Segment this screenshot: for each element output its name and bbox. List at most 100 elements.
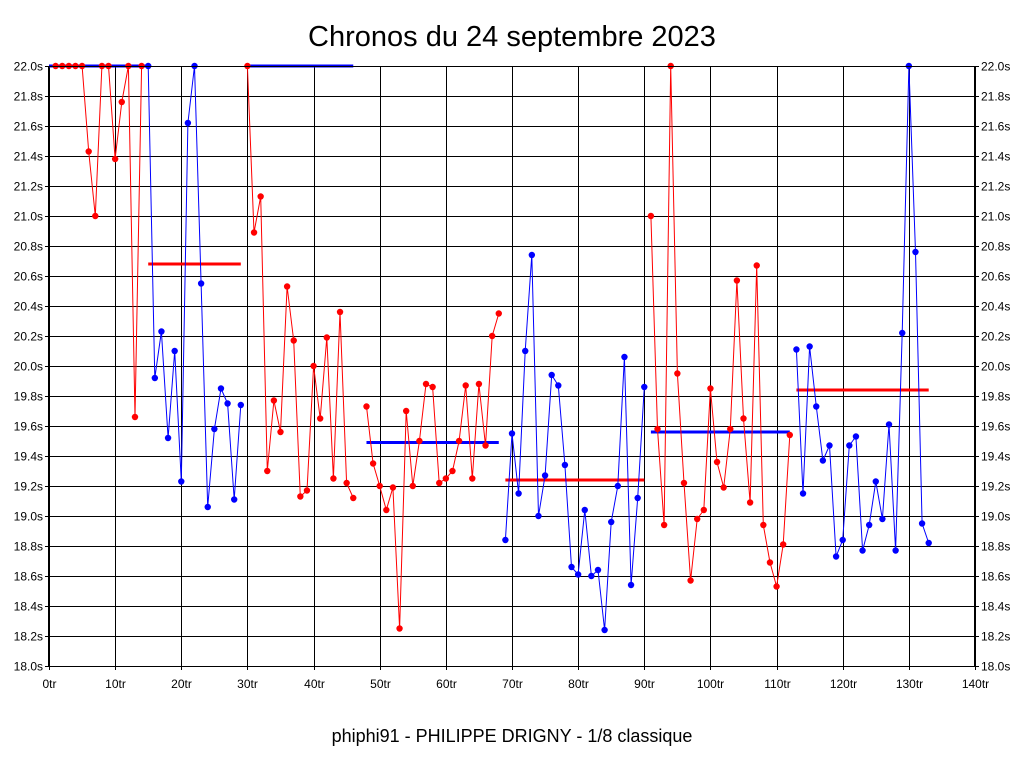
data-point (85, 148, 92, 155)
y-tick-label-left: 18.4s (14, 600, 43, 614)
data-point (92, 212, 99, 220)
data-point (574, 571, 582, 578)
y-tick-label-right: 22.0s (981, 60, 1010, 74)
data-point (178, 478, 185, 485)
series-6 (647, 62, 793, 590)
data-point (892, 547, 899, 554)
chart-footer: phiphi91 - PHILIPPE DRIGNY - 1/8 classiq… (332, 726, 693, 746)
data-point (555, 382, 562, 389)
y-tick-label-left: 21.8s (14, 90, 43, 104)
data-point (131, 413, 139, 421)
data-point (330, 475, 337, 482)
y-tick-label-right: 18.4s (981, 600, 1010, 614)
data-point (918, 520, 926, 527)
data-point (621, 353, 628, 361)
data-point (118, 98, 125, 106)
y-axis-left: 18.0s 18.2s 18.4s 18.6s 18.8s 19.0s 19.2s 19.4s… (14, 60, 43, 674)
data-point (627, 581, 635, 589)
data-point (343, 479, 350, 487)
data-point (211, 425, 218, 433)
y-tick-label-right: 20.4s (981, 300, 1010, 314)
data-point (879, 515, 886, 523)
y-tick-label-right: 18.6s (981, 570, 1010, 584)
data-point (760, 521, 767, 529)
data-point (462, 382, 469, 389)
data-point (872, 478, 879, 485)
data-point (601, 626, 608, 634)
data-point (687, 577, 694, 584)
y-tick-label-right: 19.8s (981, 390, 1010, 404)
data-point (799, 490, 807, 497)
y-tick-label-left: 20.4s (14, 300, 43, 314)
data-point (224, 400, 231, 407)
y-tick-label-left: 19.2s (14, 480, 43, 494)
data-point (442, 475, 450, 482)
x-tick-label: 60tr (436, 677, 457, 691)
data-point (350, 494, 357, 502)
data-point (290, 337, 297, 344)
series-7 (793, 62, 932, 560)
data-point (402, 407, 410, 415)
data-point (859, 547, 866, 554)
y-tick-label-right: 20.2s (981, 330, 1010, 344)
data-point (694, 515, 701, 523)
y-tick-label-right: 21.6s (981, 120, 1010, 134)
data-point (865, 521, 873, 529)
data-point (773, 583, 780, 590)
grid (45, 66, 979, 670)
x-tick-label: 100tr (697, 677, 724, 691)
data-point (733, 277, 741, 284)
y-tick-label-left: 18.6s (14, 570, 43, 584)
data-point (720, 484, 727, 491)
y-tick-label-right: 18.8s (981, 540, 1010, 554)
y-tick-label-left: 19.6s (14, 420, 43, 434)
data-point (925, 539, 932, 547)
data-point (270, 397, 278, 404)
y-tick-label-right: 19.2s (981, 480, 1010, 494)
data-point (429, 383, 436, 391)
data-point (806, 343, 813, 350)
data-point (614, 482, 622, 490)
y-tick-label-left: 19.4s (14, 450, 43, 464)
series (52, 62, 932, 634)
y-tick-label-right: 21.4s (981, 150, 1010, 164)
data-point (561, 461, 569, 469)
y-tick-label-left: 21.4s (14, 150, 43, 164)
data-point (846, 442, 853, 449)
data-point (369, 460, 377, 467)
data-point (449, 467, 456, 475)
data-point (469, 475, 476, 482)
data-point (515, 490, 522, 497)
data-point (316, 415, 324, 422)
data-point (786, 431, 793, 439)
x-tick-label: 40tr (304, 677, 325, 691)
x-tick-label: 70tr (502, 677, 523, 691)
data-point (277, 428, 284, 436)
plot-frame (48, 66, 975, 667)
data-point (482, 442, 489, 449)
data-point (568, 563, 575, 571)
data-point (839, 536, 846, 544)
data-point (634, 494, 641, 502)
y-tick-label-right: 21.8s (981, 90, 1010, 104)
data-point (740, 415, 747, 422)
data-point (455, 437, 463, 445)
y-axis-right: 18.0s 18.2s 18.4s 18.6s 18.8s 19.0s 19.2s 19.4s… (981, 60, 1010, 674)
chart-title: Chronos du 24 septembre 2023 (308, 21, 716, 53)
data-point (396, 625, 403, 632)
y-tick-label-left: 21.6s (14, 120, 43, 134)
data-point (416, 437, 423, 445)
series-4 (363, 310, 502, 632)
data-point (753, 262, 760, 269)
data-point (793, 346, 800, 353)
y-tick-label-right: 18.0s (981, 660, 1010, 674)
data-point (158, 328, 165, 335)
data-point (237, 401, 245, 409)
y-tick-label-left: 21.2s (14, 180, 43, 194)
y-tick-label-right: 20.6s (981, 270, 1010, 284)
x-tick-label: 140tr (962, 677, 989, 691)
data-point (852, 433, 860, 440)
y-tick-label-right: 20.8s (981, 240, 1010, 254)
series-line (650, 65, 791, 587)
x-tick-label: 130tr (896, 677, 923, 691)
